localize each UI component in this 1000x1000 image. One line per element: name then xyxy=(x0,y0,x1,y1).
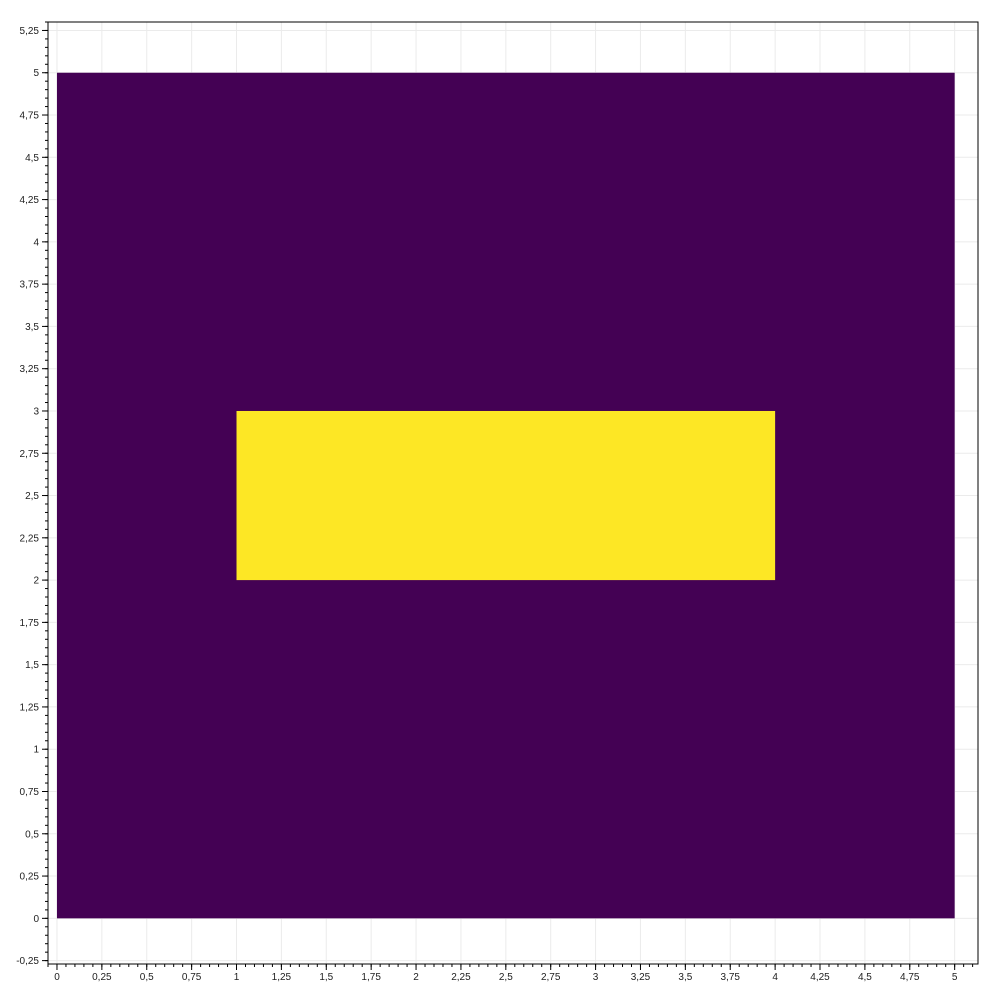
y-tick-label: 5 xyxy=(33,68,39,79)
y-tick-label: 4,25 xyxy=(20,195,40,206)
x-tick-label: 0,75 xyxy=(182,972,202,983)
x-tick-label: 0 xyxy=(54,972,60,983)
y-tick-label: 1,5 xyxy=(25,660,39,671)
x-tick-label: 1,25 xyxy=(272,972,292,983)
y-tick-label: 0,25 xyxy=(20,872,40,883)
y-tick-label: 4,5 xyxy=(25,153,39,164)
y-tick-label: 1,75 xyxy=(20,618,40,629)
y-tick-label: 3,5 xyxy=(25,322,39,333)
y-tick-label: 5,25 xyxy=(20,26,40,37)
x-tick-label: 5 xyxy=(952,972,958,983)
y-tick-label: 4,75 xyxy=(20,111,40,122)
x-tick-label: 4 xyxy=(772,972,778,983)
x-tick-label: 2,25 xyxy=(451,972,471,983)
y-tick-label: 2,75 xyxy=(20,449,40,460)
y-tick-label: 1,25 xyxy=(20,702,40,713)
x-tick-label: 2,5 xyxy=(499,972,513,983)
y-tick-label: 3 xyxy=(33,406,39,417)
heatmap-cells xyxy=(56,72,955,919)
x-tick-label: 3 xyxy=(593,972,599,983)
y-tick-label: -0,25 xyxy=(16,956,39,967)
heatmap-cell-1 xyxy=(236,410,776,581)
y-tick-label: 0 xyxy=(33,914,39,925)
x-tick-label: 1,5 xyxy=(319,972,333,983)
x-tick-label: 4,5 xyxy=(858,972,872,983)
y-tick-label: 3,75 xyxy=(20,280,40,291)
plot-frame xyxy=(47,21,979,965)
y-tick-label: 2 xyxy=(33,576,39,587)
x-tick-label: 2,75 xyxy=(541,972,561,983)
x-tick-label: 1 xyxy=(234,972,240,983)
y-tick-label: 0,5 xyxy=(25,829,39,840)
y-tick-label: 0,75 xyxy=(20,787,40,798)
x-axis: 0 0,25 0,5 0,75 1 1,25 1,5 1,75 2 2,25 2,5 2,75 3 3,2… xyxy=(47,964,974,983)
x-tick-label: 3,75 xyxy=(721,972,741,983)
y-tick-label: 1 xyxy=(33,745,39,756)
y-tick-label: 3,25 xyxy=(20,364,40,375)
y-axis: -0,25 0 0,25 0,5 0,75 1 1,25 1,5 1,75 2 2,25 2,5 2,7… xyxy=(16,21,48,967)
x-tick-label: 3,25 xyxy=(631,972,651,983)
y-tick-label: 2,25 xyxy=(20,533,40,544)
x-tick-label: 3,5 xyxy=(678,972,692,983)
x-tick-label: 2 xyxy=(413,972,419,983)
y-tick-label: 4 xyxy=(33,237,39,248)
x-tick-label: 0,5 xyxy=(140,972,154,983)
x-tick-label: 4,25 xyxy=(810,972,830,983)
x-tick-label: 0,25 xyxy=(92,972,112,983)
x-tick-label: 4,75 xyxy=(900,972,920,983)
y-tick-label: 2,5 xyxy=(25,491,39,502)
x-tick-label: 1,75 xyxy=(361,972,381,983)
